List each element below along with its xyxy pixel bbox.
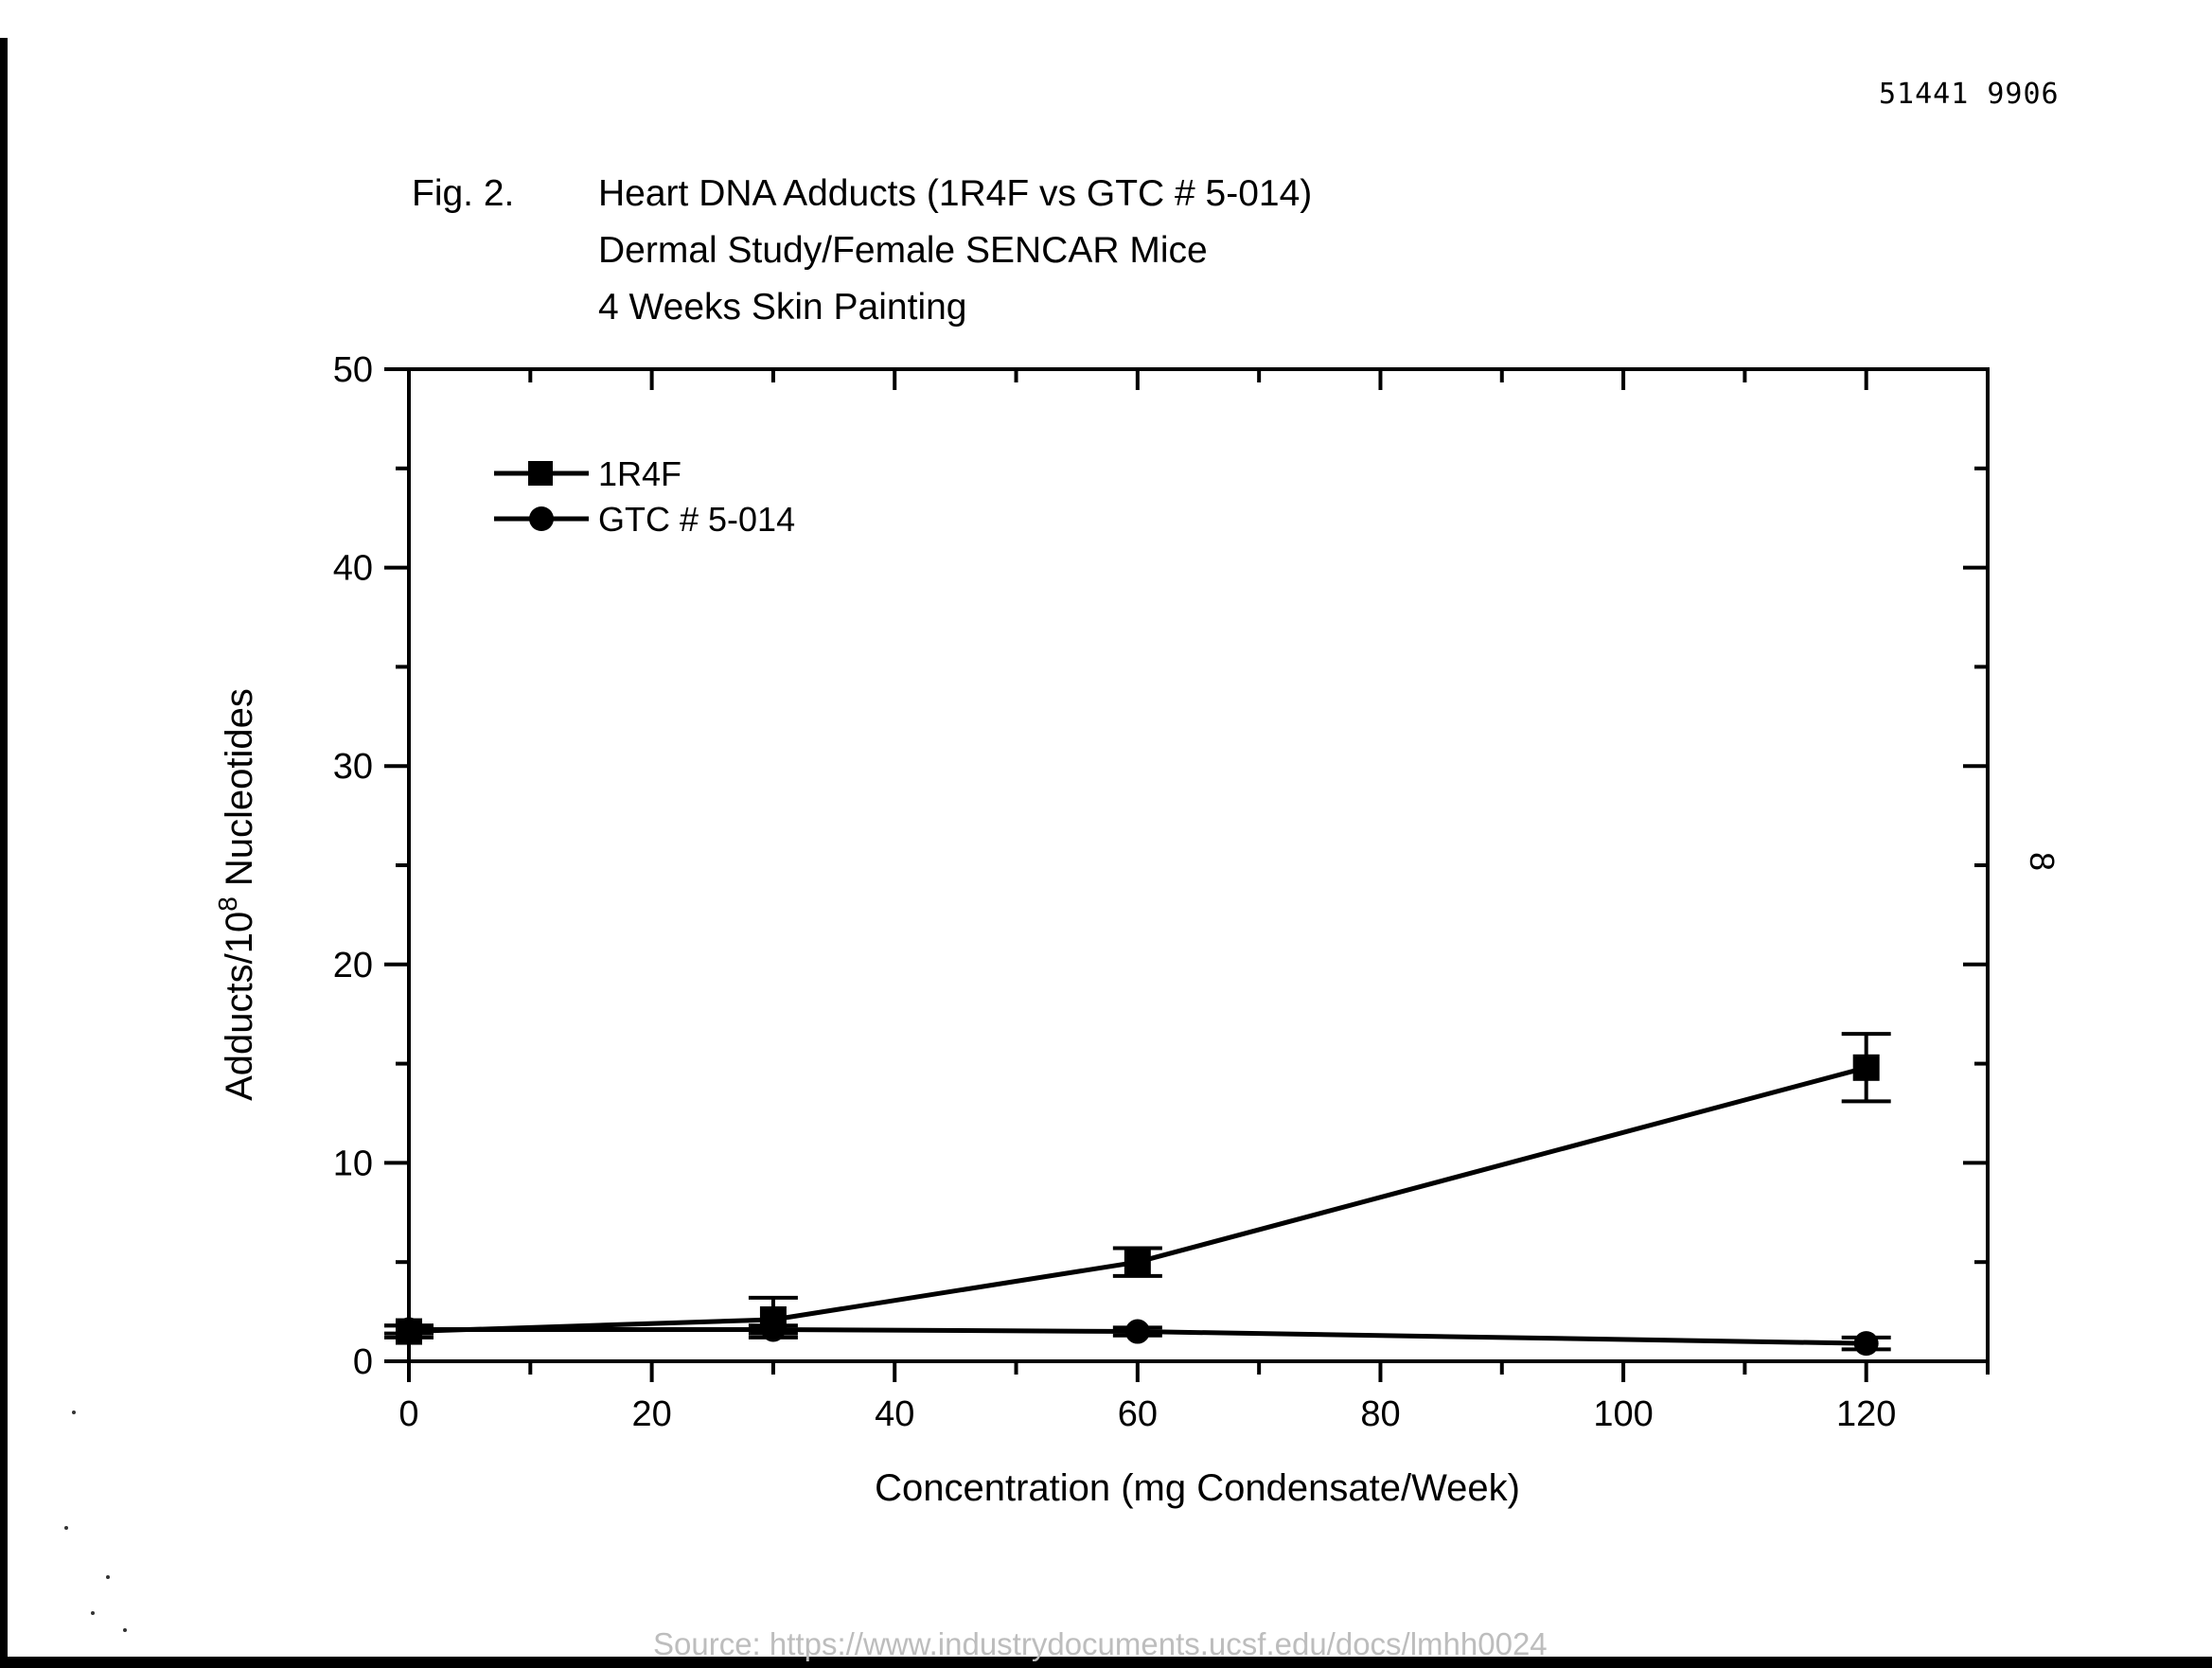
- y-axis-label-unit: Nucleotides: [219, 688, 260, 896]
- scan-left-edge: [0, 38, 8, 1668]
- y-tick-label: 10: [333, 1144, 373, 1183]
- x-tick-label: 80: [1360, 1394, 1400, 1434]
- chart-title-line-2: Dermal Study/Female SENCAR Mice: [598, 230, 1208, 271]
- chart-title-line-3: 4 Weeks Skin Painting: [598, 287, 967, 328]
- x-tick-label: 40: [875, 1394, 914, 1434]
- document-number: 51441 9906: [1879, 78, 2060, 111]
- x-tick-label: 100: [1593, 1394, 1653, 1434]
- legend-marker-circle: [529, 506, 554, 531]
- y-tick-label: 20: [333, 946, 373, 985]
- data-point-circle: [397, 1317, 421, 1342]
- scan-bottom-edge: [0, 1657, 2212, 1668]
- x-tick-label: 20: [631, 1394, 671, 1434]
- data-point-circle: [760, 1317, 786, 1342]
- y-axis-label-base: Adducts/10: [219, 912, 260, 1101]
- data-point-circle: [1853, 1331, 1879, 1357]
- figure-label: Fig. 2.: [412, 173, 515, 214]
- legend-marker-square: [528, 461, 553, 486]
- x-axis-label: Concentration (mg Condensate/Week): [875, 1467, 1520, 1509]
- source-note: Source: https://www.industrydocuments.uc…: [653, 1626, 1548, 1661]
- data-point-circle: [1124, 1319, 1150, 1344]
- chart-title-line-1: Heart DNA Adducts (1R4F vs GTC # 5-014): [598, 173, 1313, 214]
- legend-label: GTC # 5-014: [598, 500, 795, 539]
- series-line-0: [408, 1065, 1867, 1335]
- x-tick-label: 60: [1118, 1394, 1158, 1434]
- data-point-square: [1124, 1249, 1151, 1276]
- y-tick-label: 50: [333, 350, 373, 390]
- x-tick-label: 120: [1836, 1394, 1896, 1434]
- y-axis-label-exponent: 8: [213, 896, 242, 912]
- y-axis-label: Adducts/108 Nucleotides: [213, 688, 260, 1101]
- y-tick-label: 40: [333, 549, 373, 589]
- y-tick-label: 0: [353, 1342, 373, 1382]
- y-tick-label: 30: [333, 747, 373, 787]
- legend-label: 1R4F: [598, 454, 681, 493]
- data-point-square: [1852, 1054, 1880, 1081]
- x-tick-label: 0: [398, 1394, 418, 1434]
- series-line-1: [409, 1326, 1867, 1346]
